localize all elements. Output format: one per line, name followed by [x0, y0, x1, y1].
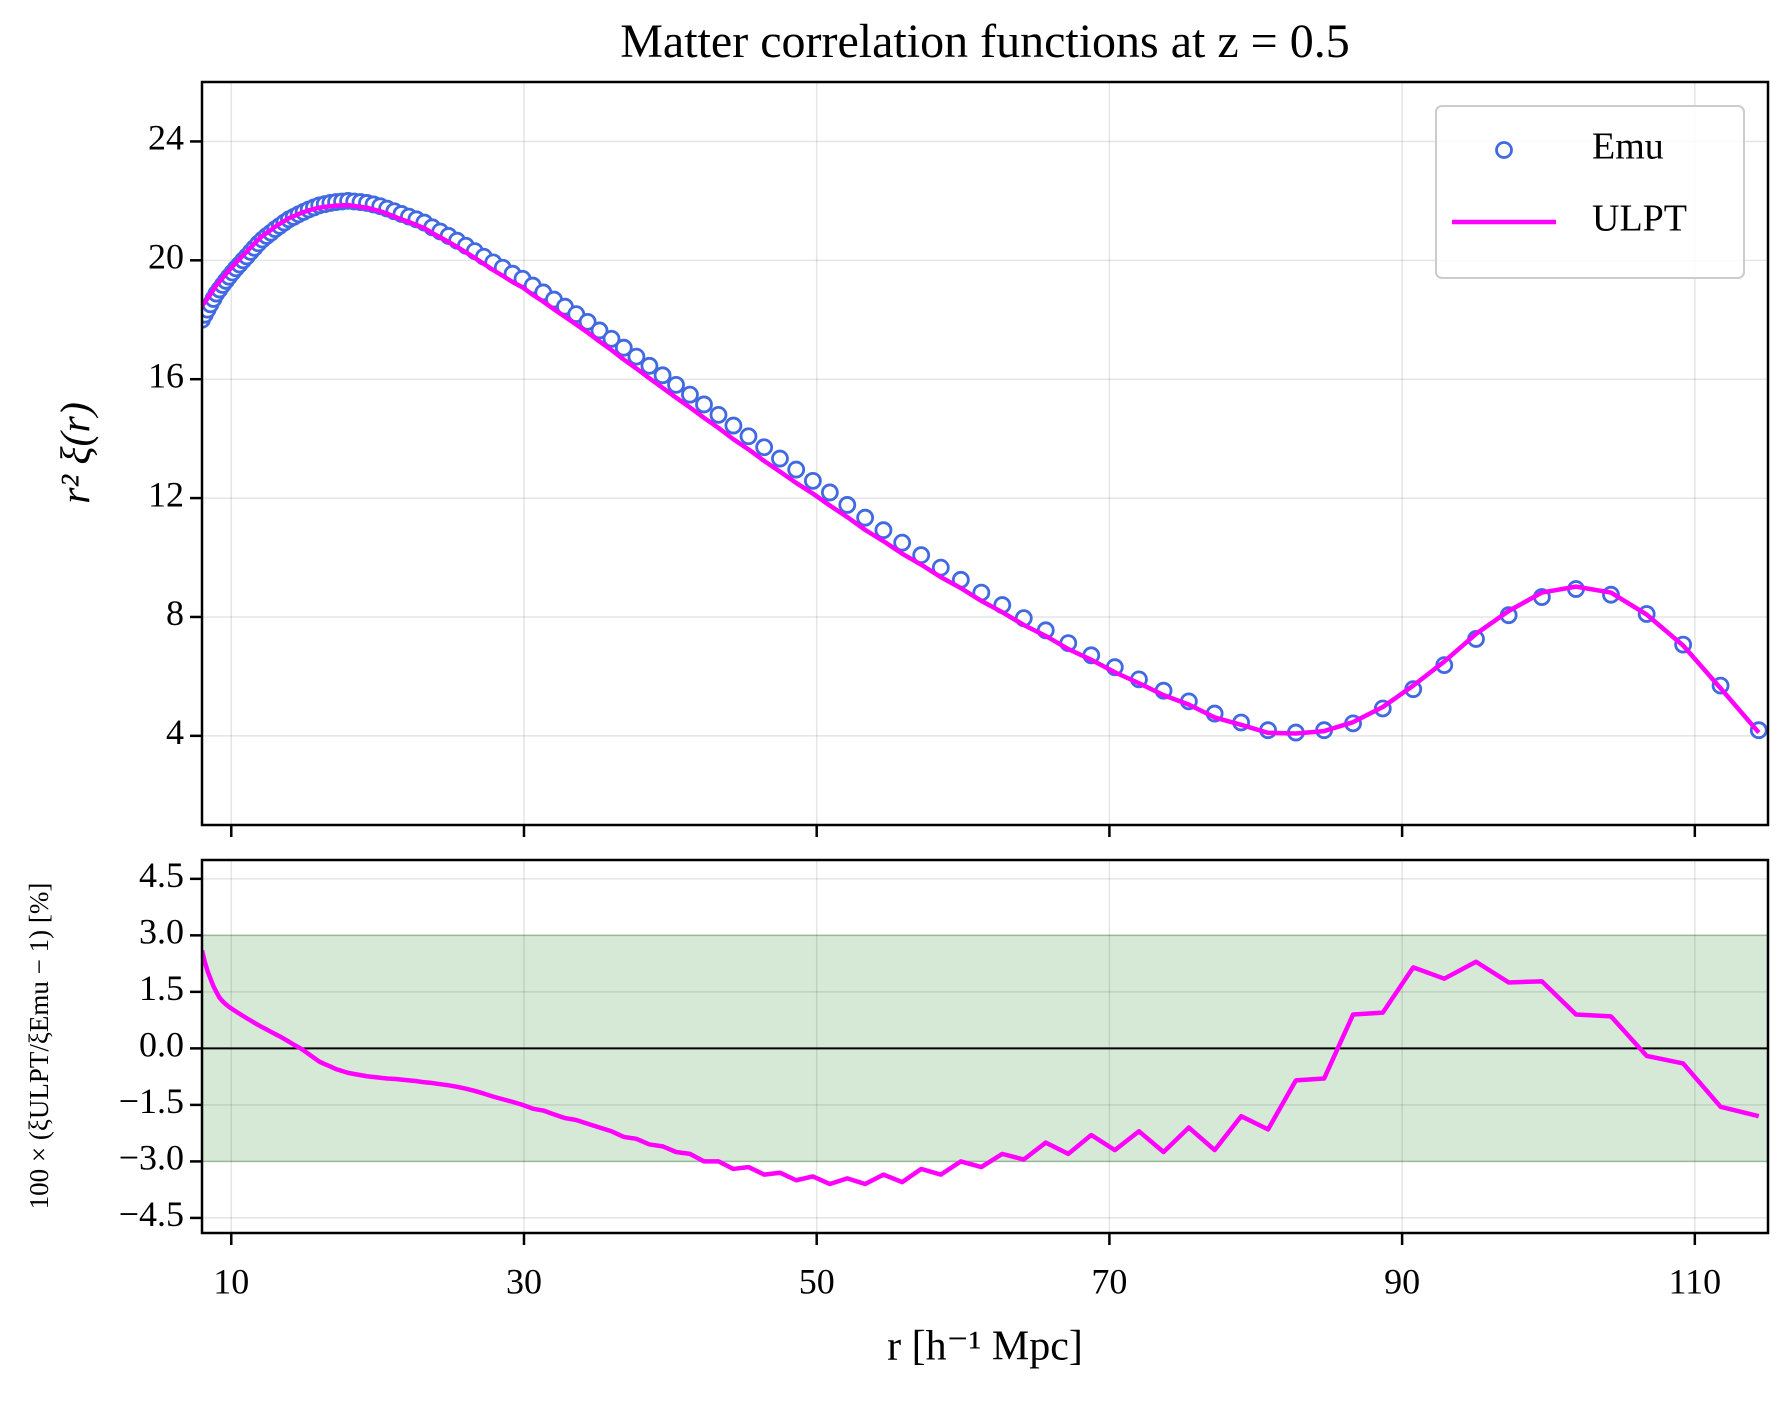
data-point	[838, 496, 857, 514]
data-point	[724, 416, 743, 435]
data-point	[787, 460, 806, 479]
y-tick-label: −3.0	[119, 1138, 184, 1178]
data-point	[578, 312, 597, 331]
data-point	[893, 533, 912, 552]
plot-area	[202, 860, 1768, 1233]
legend-box	[1435, 105, 1745, 279]
data-point	[856, 508, 875, 527]
data-point	[755, 438, 774, 457]
data-line	[202, 202, 1761, 736]
x-axis-label: r [h⁻¹ Mpc]	[887, 1324, 1083, 1370]
axes-frame	[200, 858, 1770, 1235]
data-point	[640, 356, 659, 375]
y-tick-label: 16	[148, 355, 184, 395]
x-tick-label: 50	[799, 1261, 835, 1301]
data-point	[820, 483, 839, 502]
data-line	[202, 949, 1760, 1187]
data-point	[627, 347, 646, 366]
x-tick-label: 70	[1091, 1261, 1127, 1301]
y-tick-label: −4.5	[119, 1194, 184, 1234]
legend-label: Emu	[1592, 126, 1664, 168]
data-point	[614, 338, 633, 357]
chart-title: Matter correlation functions at z = 0.5	[620, 15, 1350, 68]
data-point	[667, 375, 685, 394]
y-tick-label: 20	[148, 237, 184, 277]
data-point	[602, 329, 621, 348]
legend-label: ULPT	[1592, 198, 1687, 240]
y-tick-label: 12	[148, 474, 184, 514]
y-tick-label: −1.5	[119, 1081, 184, 1121]
y-tick-label: 3.0	[139, 912, 184, 952]
y-axis-label: 100 × (ξULPT/ξEmu − 1) [%]	[24, 883, 54, 1210]
y-tick-label: 8	[166, 593, 184, 633]
data-point	[874, 521, 893, 540]
x-tick-label: 10	[213, 1261, 249, 1301]
data-point	[681, 385, 699, 404]
x-tick-label: 110	[1668, 1261, 1721, 1301]
x-tick-label: 30	[506, 1261, 542, 1301]
y-tick-label: 4.5	[139, 855, 184, 895]
legend-marker	[1495, 141, 1513, 159]
data-point	[709, 405, 728, 424]
y-axis-label: r² ξ(r)	[54, 402, 100, 504]
data-point	[653, 366, 672, 385]
axes-frame	[200, 80, 1770, 827]
data-point	[695, 395, 713, 414]
y-tick-label: 24	[148, 118, 184, 158]
data-point	[771, 449, 789, 468]
x-tick-label: 90	[1384, 1261, 1420, 1301]
data-point	[739, 427, 758, 446]
y-tick-label: 4	[166, 712, 184, 752]
data-point	[590, 321, 609, 340]
data-point	[803, 471, 822, 490]
y-tick-label: 0.0	[139, 1025, 184, 1065]
y-tick-label: 1.5	[139, 968, 184, 1008]
